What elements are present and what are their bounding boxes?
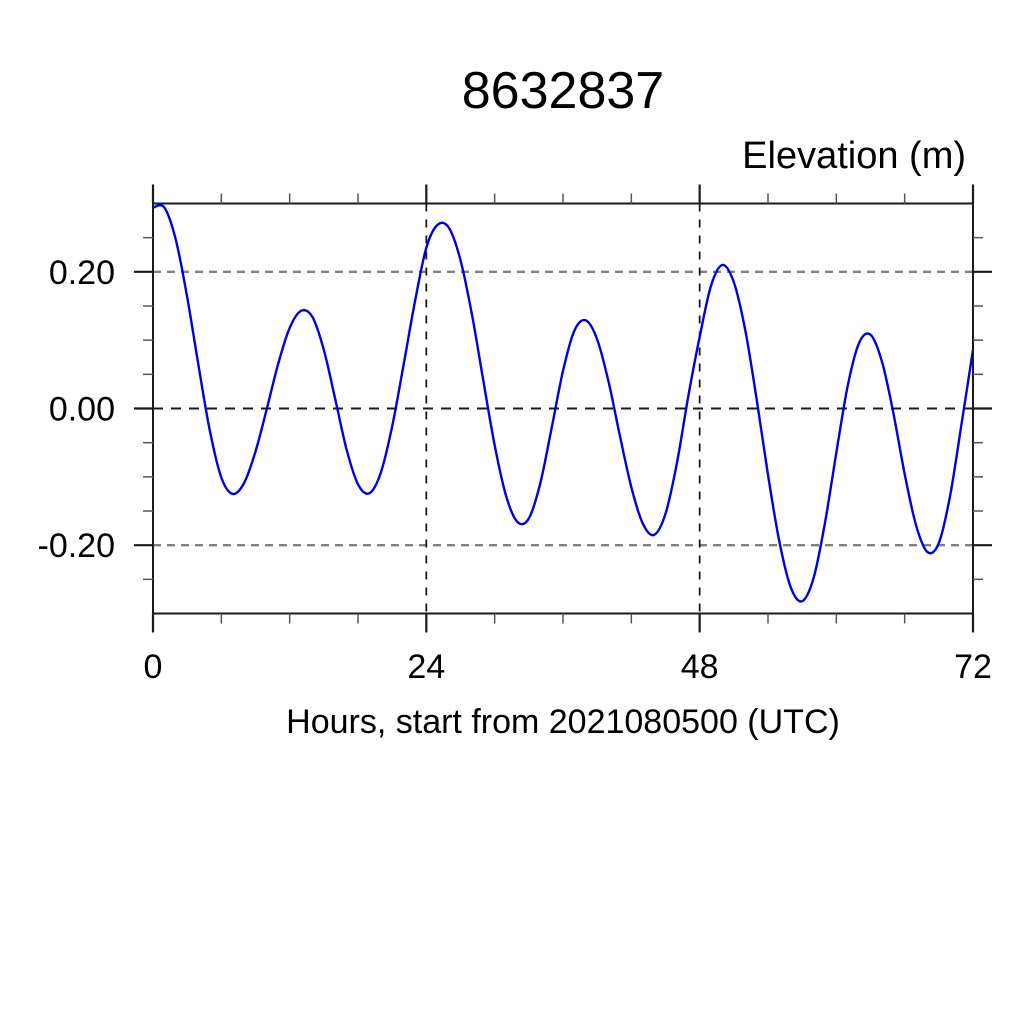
plot-frame-group [152,202,974,615]
x-tick-label: 48 [681,648,719,686]
x-tick-label: 72 [954,648,992,686]
curve-group [151,204,975,603]
x-tick-label: 24 [407,648,445,686]
x-axis-title: Hours, start from 2021080500 (UTC) [286,703,840,741]
y-axis-title: Elevation (m) [742,135,966,177]
plot-frame [152,202,974,615]
x-tick-label: 0 [144,648,163,686]
axis-ticks [134,184,992,633]
gridlines [153,203,973,614]
y-tick-label: -0.20 [38,527,116,565]
x-tick-labels: 0 24 48 72 [144,648,992,686]
y-tick-label: 0.20 [49,254,115,292]
y-tick-label: 0.00 [49,391,115,429]
y-tick-labels: 0.20 0.00 -0.20 [38,254,116,565]
chart-title: 8632837 [462,62,664,120]
tide-curve [151,204,975,603]
